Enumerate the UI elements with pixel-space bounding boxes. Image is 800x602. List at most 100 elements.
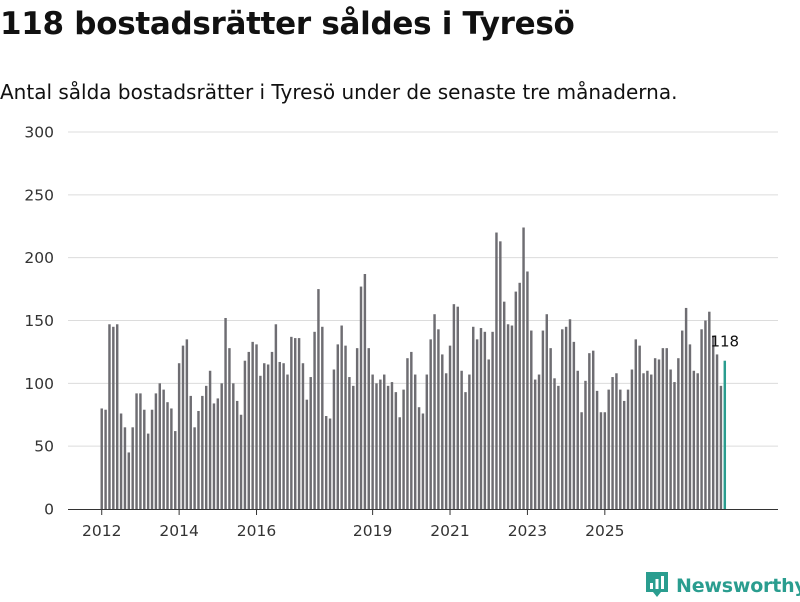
bar	[174, 431, 177, 509]
bar	[193, 427, 196, 509]
bar	[394, 392, 398, 509]
bar	[704, 320, 707, 509]
bar	[390, 382, 394, 509]
bar	[344, 345, 347, 509]
bar	[177, 363, 181, 509]
bar	[479, 328, 483, 509]
bar	[313, 331, 316, 509]
bar	[259, 375, 262, 509]
x-tick-label: 2025	[585, 522, 624, 540]
y-tick-label: 50	[34, 438, 54, 456]
bar	[383, 374, 386, 509]
bar	[328, 418, 332, 509]
bar	[464, 392, 467, 509]
bar	[634, 339, 638, 509]
bar	[324, 416, 328, 509]
bar	[359, 286, 363, 509]
bar	[491, 331, 494, 509]
bar	[201, 395, 204, 509]
bar	[197, 410, 200, 509]
bar	[576, 370, 579, 509]
bar	[595, 390, 599, 509]
y-tick-label: 100	[24, 375, 54, 393]
bar	[410, 351, 413, 509]
bar	[568, 319, 572, 509]
bar	[561, 329, 564, 509]
bar	[437, 329, 440, 509]
bar	[541, 330, 545, 509]
bar	[603, 412, 607, 509]
bar	[487, 359, 490, 509]
bar	[278, 361, 281, 509]
bar	[139, 393, 142, 509]
bar	[708, 311, 711, 509]
bar	[472, 326, 475, 509]
bar	[684, 307, 688, 509]
bar	[317, 289, 320, 509]
bar	[638, 345, 641, 509]
bar	[514, 291, 518, 509]
bar	[456, 306, 459, 509]
bar	[104, 409, 107, 509]
bar	[208, 370, 212, 509]
bar	[131, 427, 134, 509]
bar	[626, 389, 630, 509]
last-value-label: 118	[710, 333, 739, 351]
bar	[146, 433, 150, 509]
y-tick-label: 150	[24, 312, 54, 330]
bar	[429, 339, 432, 509]
bar	[239, 414, 243, 509]
bar	[204, 385, 208, 509]
bar	[599, 412, 603, 509]
bar	[622, 400, 626, 509]
bar	[657, 359, 661, 509]
bar	[166, 402, 169, 509]
bar	[290, 336, 293, 509]
bar	[642, 373, 645, 509]
bar-chart: 0 50 100 150 200 250 300 2012 2014 2016 2019 2021 20…	[24, 124, 778, 540]
bar	[247, 351, 251, 509]
x-tick-label: 2023	[508, 522, 547, 540]
bar	[452, 304, 456, 509]
bar	[530, 330, 533, 509]
bar	[255, 344, 258, 509]
bar	[700, 329, 703, 509]
bar	[143, 409, 146, 509]
bar	[100, 408, 103, 509]
bar	[518, 282, 521, 509]
bar	[533, 379, 537, 509]
bar	[711, 335, 715, 509]
bar	[553, 378, 556, 509]
bar	[665, 348, 668, 509]
bar	[483, 331, 487, 509]
bar	[425, 374, 429, 509]
bar	[448, 345, 452, 509]
bar	[162, 389, 165, 509]
bar	[607, 389, 610, 509]
bar	[421, 413, 425, 509]
bar	[681, 330, 684, 509]
bar	[506, 324, 510, 509]
bar	[398, 417, 401, 509]
bar	[653, 358, 657, 509]
bar	[305, 399, 309, 509]
bar	[572, 341, 576, 509]
bar	[294, 338, 297, 509]
bar	[611, 377, 614, 509]
bar-latest	[723, 360, 727, 509]
bar	[270, 351, 274, 509]
bar	[499, 241, 502, 509]
bar	[692, 370, 696, 509]
bar	[371, 374, 374, 509]
bar	[688, 344, 692, 509]
x-tick-label: 2016	[237, 522, 276, 540]
bar	[413, 374, 417, 509]
bar	[216, 398, 220, 509]
bar	[232, 383, 235, 509]
bar	[557, 385, 560, 509]
x-tick-label: 2019	[353, 522, 392, 540]
bar	[468, 374, 471, 509]
bar	[417, 407, 421, 509]
bar	[715, 354, 719, 509]
x-tick-label: 2014	[159, 522, 198, 540]
